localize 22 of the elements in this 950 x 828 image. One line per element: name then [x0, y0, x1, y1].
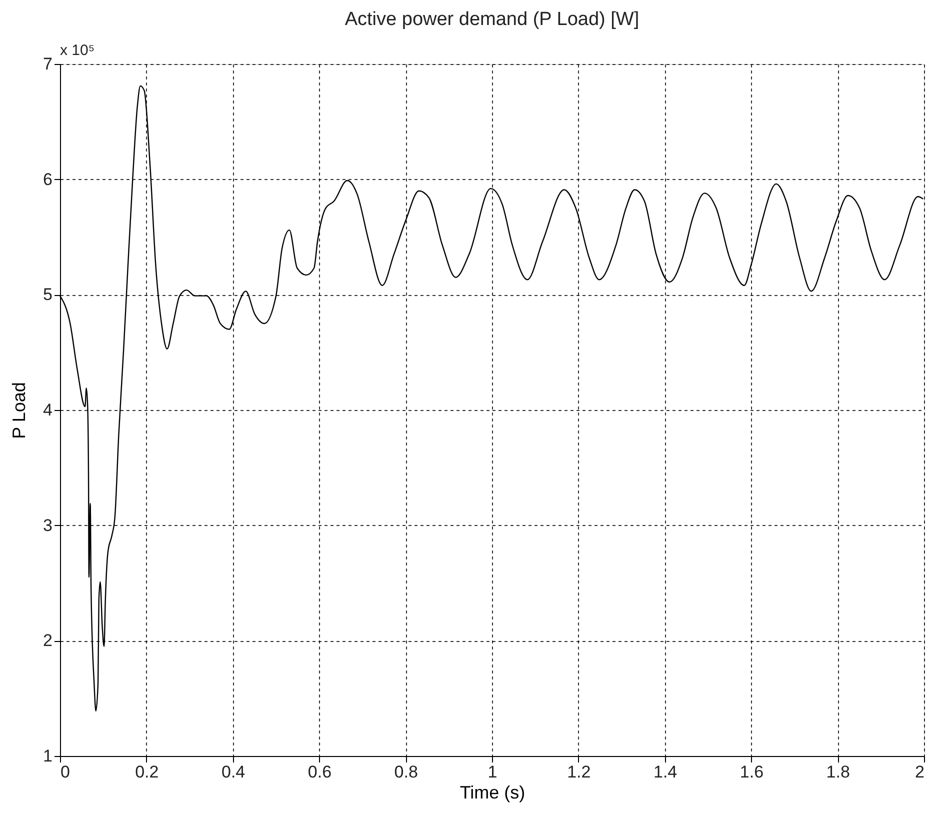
x-tick-label: 0.4: [221, 762, 246, 782]
chart-title: Active power demand (P Load) [W]: [344, 9, 640, 30]
x-tick-label: 0.2: [135, 762, 159, 782]
x-axis-title: Time (s): [460, 782, 526, 802]
x-tick-label: 1.6: [740, 762, 764, 782]
y-axis-title: P Load: [9, 382, 30, 439]
y-tick-label: 1: [43, 746, 52, 766]
x-tick-label: 1.4: [653, 762, 678, 782]
x-tick-label: 1: [488, 762, 498, 782]
y-tick-label: 5: [43, 285, 52, 304]
y-tick-label: 7: [43, 54, 52, 74]
y-tick-label: 4: [43, 400, 52, 420]
x-tick-label: 0.8: [394, 762, 418, 782]
x-tick-label: 1.2: [567, 762, 591, 782]
y-tick-label: 2: [43, 631, 52, 650]
x-tick-label: 1.8: [826, 762, 850, 782]
x-tick-label: 2: [915, 762, 924, 782]
text: x 10⁵: [60, 42, 95, 59]
x-tick-label: 0.6: [308, 762, 332, 782]
x-tick-label: 0: [60, 762, 70, 782]
y-tick-label: 6: [43, 170, 52, 189]
y-tick-label: 3: [43, 516, 52, 535]
